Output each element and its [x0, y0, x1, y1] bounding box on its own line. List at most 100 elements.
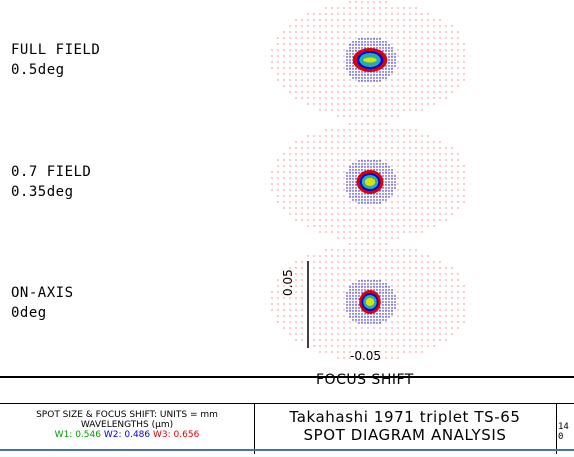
- spot-point-red: [409, 73, 411, 75]
- spot-point-blue: [349, 175, 351, 177]
- spot-point-red: [379, 345, 381, 347]
- spot-point-red: [415, 201, 417, 203]
- spot-point-red: [457, 315, 459, 317]
- spot-point-red: [325, 43, 327, 45]
- spot-point-red: [307, 219, 309, 221]
- spot-point-red: [421, 67, 423, 69]
- spot-point-red: [451, 333, 453, 335]
- spot-point-red: [385, 73, 387, 75]
- spot-point-red: [355, 135, 357, 137]
- spot-point-red: [325, 303, 327, 305]
- spot-point-red: [331, 231, 333, 233]
- spot-point-red: [379, 225, 381, 227]
- spot-point-red: [289, 85, 291, 87]
- spot-point-red: [355, 91, 357, 93]
- spot-point-red: [277, 189, 279, 191]
- spot-point-red: [319, 55, 321, 57]
- spot-point-blue: [352, 68, 354, 70]
- spot-point-red: [325, 67, 327, 69]
- spot-point-red: [433, 225, 435, 227]
- spot-point-red: [355, 255, 357, 257]
- spot-point-red: [355, 207, 357, 209]
- spot-point-blue: [376, 316, 378, 318]
- spot-point-red: [289, 315, 291, 317]
- spot-point-red: [307, 195, 309, 197]
- spot-point-red: [409, 37, 411, 39]
- spot-point-red: [415, 91, 417, 93]
- spot-point-blue: [376, 313, 378, 315]
- spot-point-red: [283, 273, 285, 275]
- spot-point-red: [271, 309, 273, 311]
- spot-point-red: [439, 321, 441, 323]
- spot-point-red: [457, 177, 459, 179]
- spot-point-red: [421, 19, 423, 21]
- spot-point-red: [361, 249, 363, 251]
- spot-point-red: [331, 225, 333, 227]
- spot-point-red: [295, 55, 297, 57]
- spot-point-blue: [355, 313, 357, 315]
- spot-point-red: [409, 31, 411, 33]
- spot-point-red: [439, 219, 441, 221]
- spot-point-red: [391, 225, 393, 227]
- spot-point-red: [361, 255, 363, 257]
- spot-point-red: [313, 25, 315, 27]
- spot-point-red: [457, 279, 459, 281]
- spot-point-blue: [388, 74, 390, 76]
- spot-point-red: [451, 195, 453, 197]
- spot-point-red: [343, 135, 345, 137]
- spot-point-blue: [391, 190, 393, 192]
- spot-point-red: [277, 171, 279, 173]
- spot-point-blue: [394, 307, 396, 309]
- spot-point-blue: [376, 77, 378, 79]
- spot-point-red: [427, 315, 429, 317]
- spot-point-red: [349, 321, 351, 323]
- spot-point-red: [367, 345, 369, 347]
- spot-point-blue: [385, 44, 387, 46]
- spot-point-blue: [364, 199, 366, 201]
- spot-point-red: [397, 225, 399, 227]
- spot-point-blue: [382, 295, 384, 297]
- spot-point-blue: [379, 289, 381, 291]
- spot-point-red: [295, 309, 297, 311]
- spot-point-red: [367, 19, 369, 21]
- spot-point-blue: [376, 322, 378, 324]
- spot-point-blue: [385, 68, 387, 70]
- spot-point-red: [313, 67, 315, 69]
- spot-point-red: [301, 291, 303, 293]
- spot-point-blue: [388, 178, 390, 180]
- spot-point-red: [433, 291, 435, 293]
- spot-point-red: [385, 109, 387, 111]
- spot-point-red: [409, 129, 411, 131]
- spot-point-blue: [355, 172, 357, 174]
- spot-point-red: [283, 79, 285, 81]
- spot-point-red: [379, 25, 381, 27]
- spot-point-red: [373, 165, 375, 167]
- spot-point-blue: [376, 196, 378, 198]
- spot-point-red: [433, 171, 435, 173]
- spot-point-blue: [391, 298, 393, 300]
- spot-point-red: [379, 243, 381, 245]
- spot-point-red: [367, 267, 369, 269]
- spot-point-red: [289, 285, 291, 287]
- spot-point-blue: [391, 292, 393, 294]
- spot-point-blue: [346, 295, 348, 297]
- spot-point-blue: [370, 319, 372, 321]
- spot-point-red: [451, 213, 453, 215]
- spot-point-red: [385, 1, 387, 3]
- spot-point-red: [301, 67, 303, 69]
- spot-point-red: [349, 237, 351, 239]
- spot-point-red: [445, 159, 447, 161]
- spot-point-red: [361, 327, 363, 329]
- spot-point-red: [415, 297, 417, 299]
- spot-point-red: [307, 13, 309, 15]
- spot-point-red: [343, 171, 345, 173]
- spot-point-blue: [379, 313, 381, 315]
- spot-point-red: [367, 25, 369, 27]
- spot-point-blue: [385, 178, 387, 180]
- spot-point-red: [301, 309, 303, 311]
- spot-point-red: [349, 201, 351, 203]
- spot-point-red: [373, 333, 375, 335]
- spot-point-red: [445, 339, 447, 341]
- spot-point-red: [325, 345, 327, 347]
- spot-point-blue: [352, 181, 354, 183]
